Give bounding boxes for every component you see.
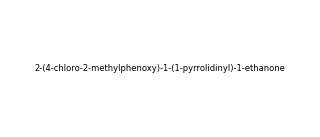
- Text: 2-(4-chloro-2-methylphenoxy)-1-(1-pyrrolidinyl)-1-ethanone: 2-(4-chloro-2-methylphenoxy)-1-(1-pyrrol…: [35, 64, 285, 73]
